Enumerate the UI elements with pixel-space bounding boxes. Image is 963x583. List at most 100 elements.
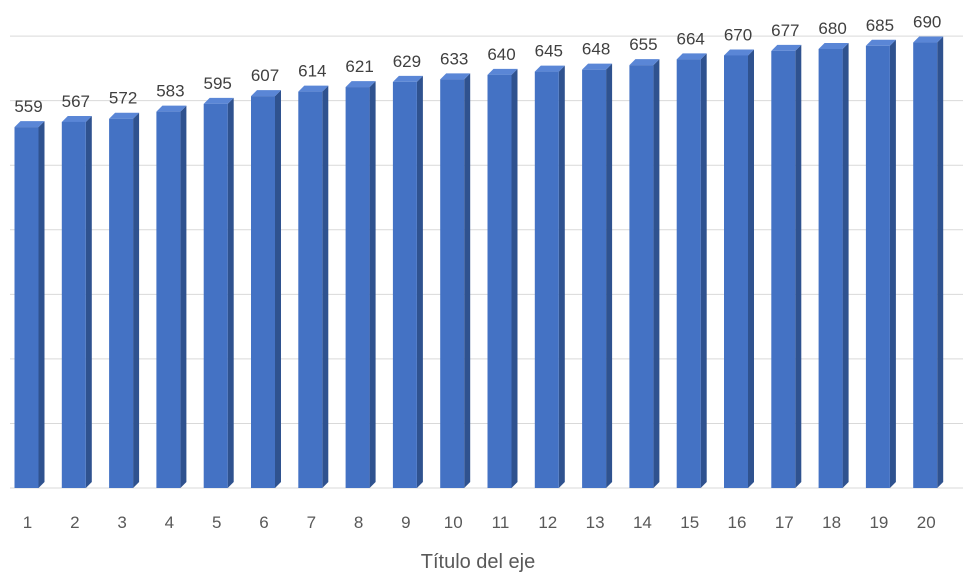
bar-16 [724,49,754,489]
bar-side [322,85,329,489]
data-label: 670 [724,25,752,44]
data-label: 614 [298,62,326,81]
bar-3 [109,112,140,488]
bar-side [889,39,896,488]
bar-front [14,127,39,489]
x-tick-label: 17 [775,513,794,532]
bar-2 [61,115,92,489]
x-tick-label: 3 [117,513,126,532]
data-label: 629 [393,52,421,71]
bar-side [937,36,944,488]
x-tick-label: 20 [917,513,936,532]
x-tick-label: 7 [307,513,316,532]
bar-7 [298,85,329,489]
bar-front [109,118,134,488]
x-tick-labels: 1 2 3 4 5 6 7 8 9 10 11 12 13 14 15 16 17 18 19 20 [23,513,936,532]
bar-side [653,59,660,489]
bar-9 [392,75,423,488]
data-label: 559 [14,97,42,116]
bar-side [748,49,754,489]
data-label: 648 [582,40,610,59]
bar-top [487,68,518,75]
data-label: 633 [440,49,468,68]
bar-top [676,53,707,60]
x-tick-label: 18 [822,513,841,532]
bar-top [61,115,92,122]
bar-side [38,121,45,489]
data-label: 567 [62,92,90,111]
bar-11 [487,68,518,488]
bar-side [511,68,518,488]
x-tick-label: 2 [70,513,79,532]
bar-side [795,44,802,488]
bar-front [724,55,748,489]
bar-4 [156,105,187,488]
data-label: 621 [345,57,373,76]
bar-top [818,42,849,49]
bar-top [865,39,896,46]
bar-5 [203,97,234,489]
bar-side [85,115,92,489]
bar-14 [629,59,660,489]
bar-side [700,53,707,489]
bar-18 [818,42,849,488]
data-label: 607 [251,66,279,85]
bar-front [345,87,370,488]
x-tick-label: 1 [23,513,32,532]
bar-top [724,49,754,56]
bar-front [582,69,607,489]
bar-top [298,85,329,92]
bar-front [629,65,654,488]
bar-side [180,105,187,488]
data-label: 583 [156,82,184,101]
x-axis-title: Título del eje [421,551,536,573]
x-tick-label: 4 [165,513,174,532]
bar-side [464,73,471,488]
bar-side [416,75,423,488]
bar-front [818,48,843,488]
data-label: 664 [677,29,705,48]
bar-10 [440,73,471,488]
bar-front [203,103,228,489]
bar-front [298,91,323,489]
bar-top [14,121,45,128]
data-labels: 559 567 572 583 595 607 614 621 629 633 640 645 648 6… [14,13,941,117]
bar-top [582,63,613,70]
bar-front [676,59,701,489]
data-label: 645 [535,42,563,61]
bar-13 [582,63,613,489]
x-tick-label: 11 [492,513,510,532]
bar-top [629,59,660,66]
bar-top [392,75,423,82]
bar-front [156,111,181,488]
data-label: 572 [109,89,137,108]
bars [14,36,944,489]
x-tick-label: 8 [354,513,363,532]
x-tick-label: 9 [401,513,410,532]
data-label: 655 [629,35,657,54]
bar-front [440,79,465,488]
bar-top [345,81,376,88]
bar-1 [14,121,45,489]
bar-front [487,74,512,488]
bar-side [133,112,140,488]
bar-front [392,81,417,488]
data-label: 690 [913,13,941,32]
data-label: 680 [818,19,846,38]
bar-side [275,90,281,489]
x-tick-label: 5 [212,513,221,532]
bar-side [369,81,376,488]
bar-top [203,97,234,104]
x-tick-label: 16 [728,513,747,532]
bar-front [251,96,275,489]
bar-top [771,44,802,51]
data-label: 595 [204,74,232,93]
bar-20 [913,36,944,488]
bar-12 [534,65,565,488]
bar-front [771,50,796,488]
data-label: 685 [866,16,894,35]
bar-front [61,121,86,489]
bar-front [865,45,890,488]
